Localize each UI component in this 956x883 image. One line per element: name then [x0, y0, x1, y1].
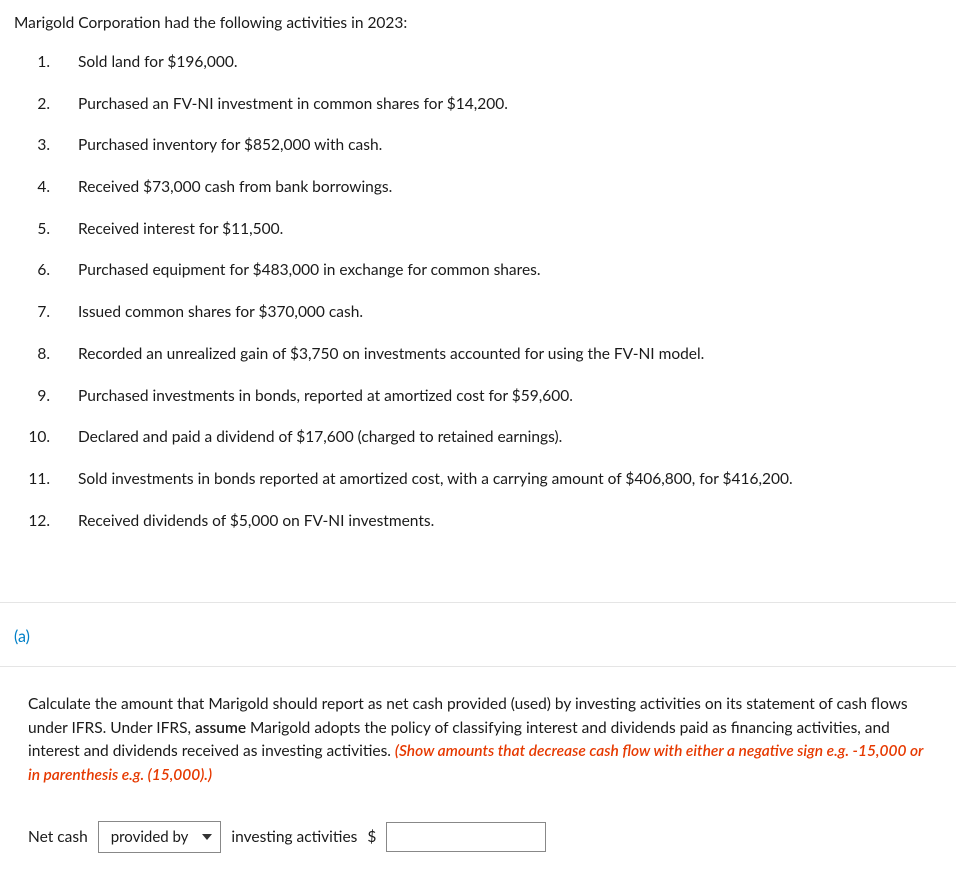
answer-prefix: Net cash — [28, 828, 88, 846]
list-item: 5. Received interest for $11,500. — [20, 219, 942, 241]
answer-row: Net cash provided by investing activitie… — [28, 821, 928, 853]
list-number: 3. — [20, 136, 50, 154]
list-number: 10. — [20, 428, 50, 446]
list-text: Sold land for $196,000. — [78, 52, 942, 74]
chevron-down-icon — [202, 834, 212, 840]
list-item: 8. Recorded an unrealized gain of $3,750… — [20, 344, 942, 366]
part-label: (a) — [0, 602, 956, 667]
list-number: 5. — [20, 220, 50, 238]
list-text: Declared and paid a dividend of $17,600 … — [78, 427, 942, 449]
list-text: Sold investments in bonds reported at am… — [78, 469, 942, 491]
list-text: Received interest for $11,500. — [78, 219, 942, 241]
list-text: Issued common shares for $370,000 cash. — [78, 302, 942, 324]
list-text: Purchased inventory for $852,000 with ca… — [78, 135, 942, 157]
answer-mid: investing activities — [231, 828, 357, 846]
list-item: 12. Received dividends of $5,000 on FV-N… — [20, 511, 942, 533]
list-item: 11. Sold investments in bonds reported a… — [20, 469, 942, 491]
list-item: 7. Issued common shares for $370,000 cas… — [20, 302, 942, 324]
list-number: 7. — [20, 303, 50, 321]
list-item: 1. Sold land for $196,000. — [20, 52, 942, 74]
list-text: Recorded an unrealized gain of $3,750 on… — [78, 344, 942, 366]
list-item: 10. Declared and paid a dividend of $17,… — [20, 427, 942, 449]
list-number: 12. — [20, 512, 50, 530]
list-number: 6. — [20, 261, 50, 279]
list-number: 2. — [20, 95, 50, 113]
list-number: 4. — [20, 178, 50, 196]
currency-symbol: $ — [367, 828, 376, 846]
question-text: Calculate the amount that Marigold shoul… — [28, 693, 928, 787]
intro-text: Marigold Corporation had the following a… — [0, 0, 956, 52]
list-item: 3. Purchased inventory for $852,000 with… — [20, 135, 942, 157]
list-text: Received dividends of $5,000 on FV-NI in… — [78, 511, 942, 533]
list-text: Purchased equipment for $483,000 in exch… — [78, 260, 942, 282]
amount-input[interactable] — [386, 822, 546, 852]
list-number: 8. — [20, 345, 50, 363]
list-item: 6. Purchased equipment for $483,000 in e… — [20, 260, 942, 282]
question-body: Calculate the amount that Marigold shoul… — [0, 667, 956, 883]
provided-used-select[interactable]: provided by — [98, 821, 222, 853]
list-text: Purchased an FV-NI investment in common … — [78, 94, 942, 116]
question-bold: assume — [195, 719, 246, 737]
list-text: Received $73,000 cash from bank borrowin… — [78, 177, 942, 199]
activities-list: 1. Sold land for $196,000. 2. Purchased … — [0, 52, 956, 602]
list-item: 4. Received $73,000 cash from bank borro… — [20, 177, 942, 199]
list-number: 11. — [20, 470, 50, 488]
list-item: 9. Purchased investments in bonds, repor… — [20, 386, 942, 408]
list-number: 1. — [20, 53, 50, 71]
list-number: 9. — [20, 387, 50, 405]
list-item: 2. Purchased an FV-NI investment in comm… — [20, 94, 942, 116]
list-text: Purchased investments in bonds, reported… — [78, 386, 942, 408]
select-value: provided by — [111, 828, 189, 846]
